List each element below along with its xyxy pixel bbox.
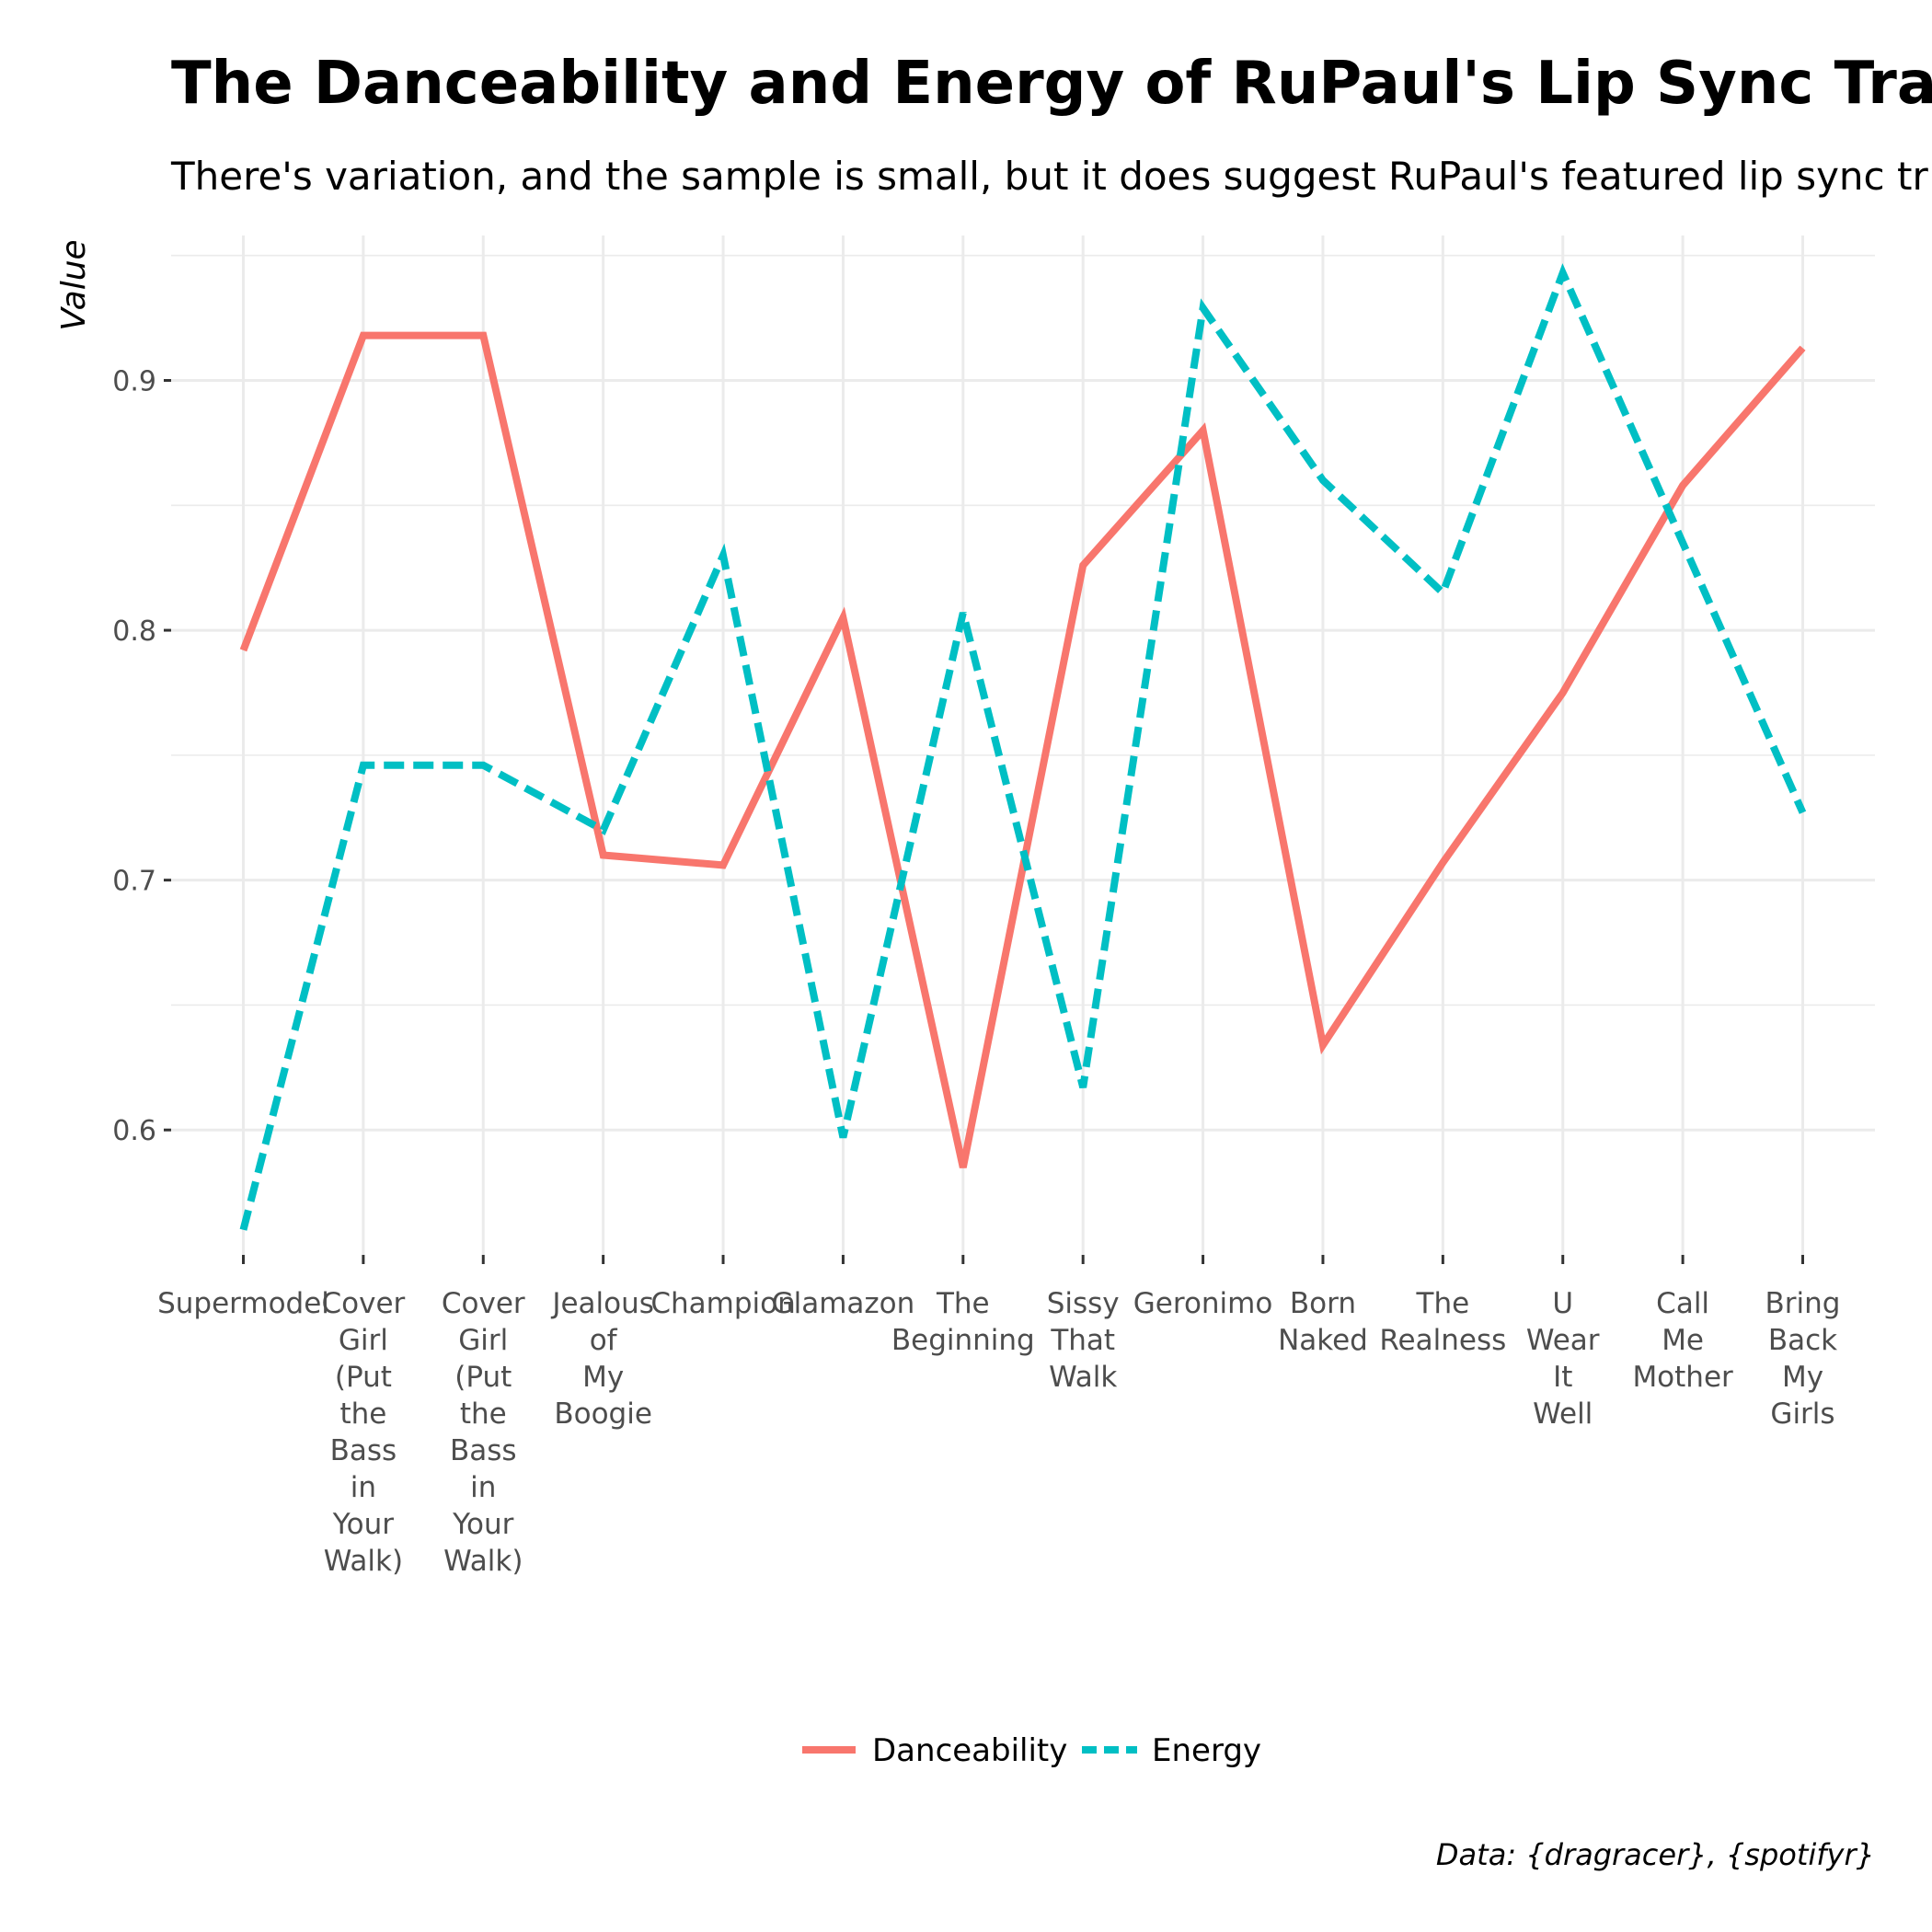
y-tick-label: 0.8 — [112, 615, 156, 648]
series-danceability-line — [239, 331, 1806, 1168]
chart-title: The Danceability and Energy of RuPaul's … — [171, 50, 1932, 118]
series-energy-line — [239, 263, 1807, 1231]
y-tick-label: 0.9 — [112, 366, 156, 398]
grid — [171, 236, 1875, 1255]
legend: Danceability Energy — [802, 1732, 1261, 1769]
x-tick-label: Jealous of My Boogie — [550, 1287, 654, 1431]
y-axis-label: Value — [55, 239, 93, 330]
series-lines — [239, 263, 1807, 1231]
legend-label-energy: Energy — [1152, 1732, 1261, 1769]
x-tick-label: U Wear It Well — [1526, 1287, 1600, 1431]
x-tick-label: Cover Girl (Put the Bass in Your Walk) — [442, 1287, 525, 1578]
x-tick-label: Cover Girl (Put the Bass in Your Walk) — [321, 1287, 405, 1578]
x-tick-label: Glamazon — [772, 1287, 915, 1320]
y-tick-label: 0.6 — [112, 1115, 156, 1147]
axis-ticks: 0.6 0.7 0.8 0.9 — [112, 366, 1804, 1264]
x-tick-label: Born Naked — [1278, 1287, 1368, 1357]
x-tick-label: Bring Back My Girls — [1765, 1287, 1841, 1431]
chart-subtitle: There's variation, and the sample is sma… — [170, 154, 1928, 199]
chart-caption: Data: {dragracer}, {spotifyr} — [1436, 1837, 1875, 1872]
legend-label-danceability: Danceability — [872, 1732, 1067, 1769]
x-tick-label: Geronimo — [1133, 1287, 1273, 1320]
x-tick-label: Sissy That Walk — [1047, 1287, 1120, 1394]
x-tick-label: Call Me Mother — [1632, 1287, 1733, 1394]
x-tick-label: The Beginning — [891, 1287, 1035, 1357]
x-tick-label: The Realness — [1379, 1287, 1506, 1357]
y-tick-label: 0.7 — [112, 866, 156, 898]
x-tick-label: Champion — [650, 1287, 795, 1320]
x-tick-label: Supermodel — [157, 1287, 329, 1320]
